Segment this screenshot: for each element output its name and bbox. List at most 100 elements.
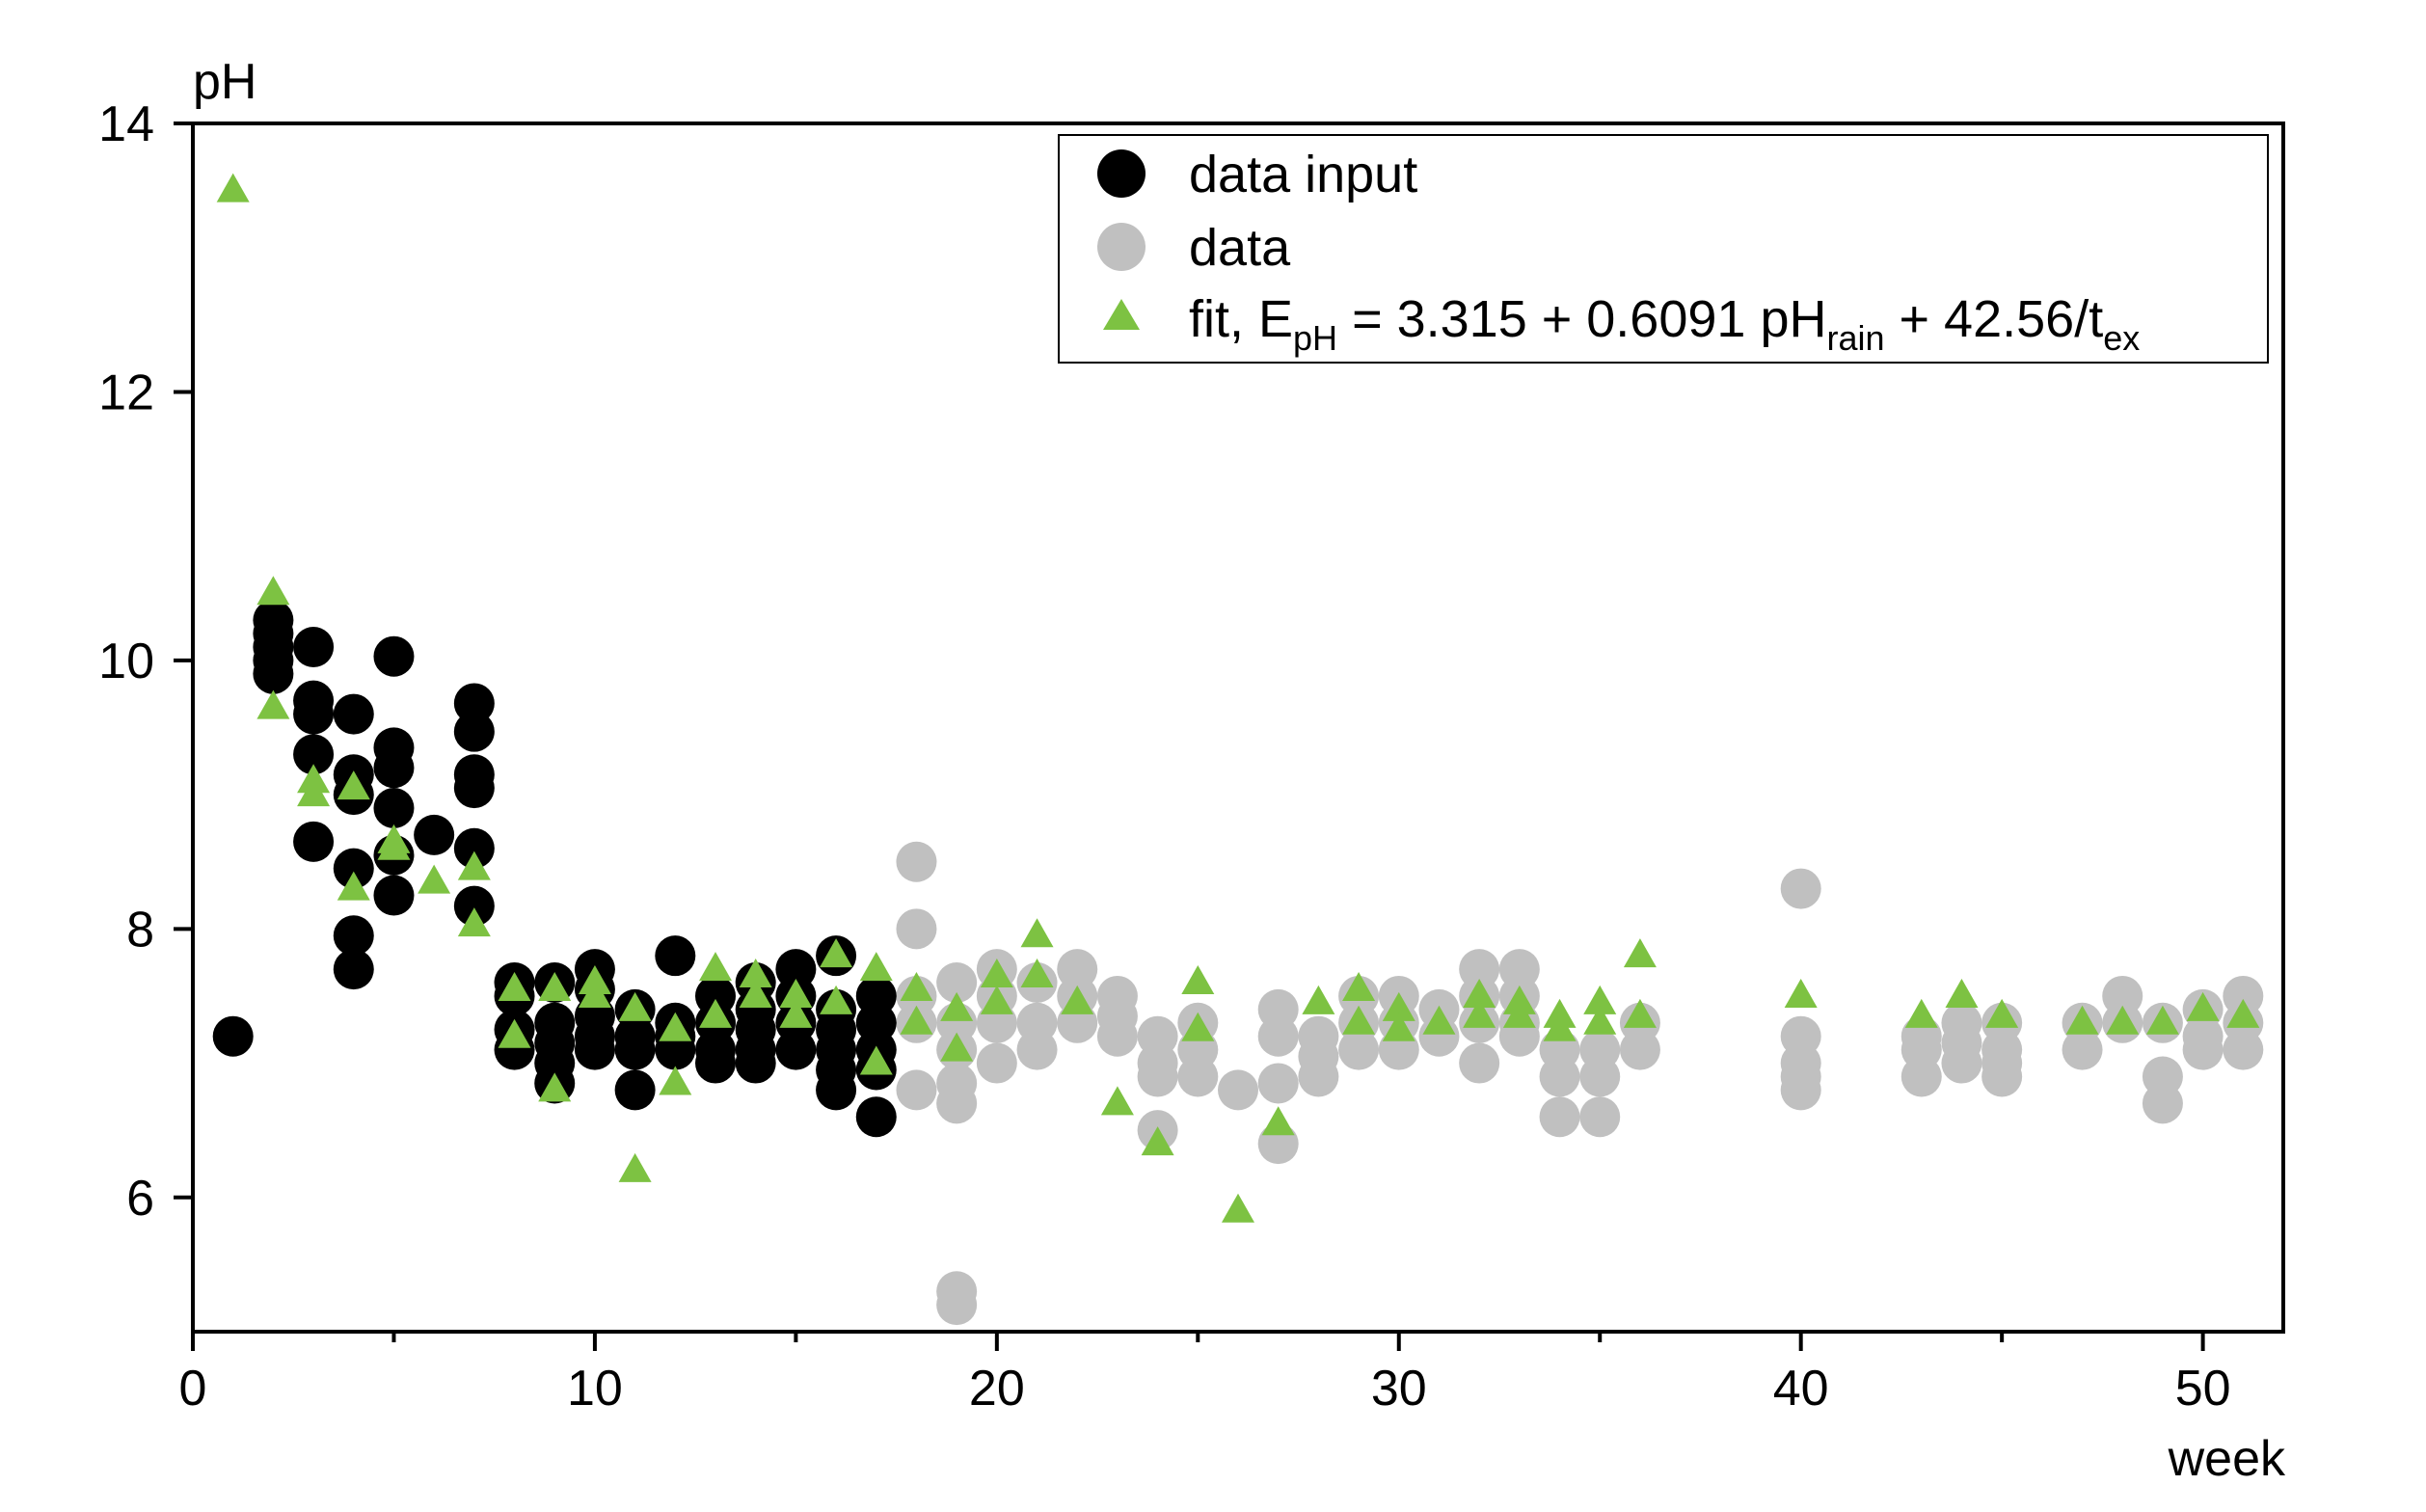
data-point [1298,1056,1339,1097]
x-tick-label: 30 [1371,1361,1427,1417]
fit-point [1141,1126,1174,1156]
fit-point [1061,985,1094,1014]
legend-label-data-input: data input [1189,146,1417,203]
data-input-point [333,915,374,957]
legend-fit-sub-ph: pH [1293,318,1337,358]
legend-label-data: data [1189,219,1291,277]
fit-point [498,971,531,1001]
legend-fit-equation: = 3.315 + 0.6091 pH [1337,290,1826,348]
fit-point [739,978,772,1008]
y-tick-label: 12 [98,364,154,420]
fit-point [1623,998,1657,1028]
plot-area-frame [191,122,2285,1334]
data-input-point [453,683,495,724]
fit-point [779,998,813,1028]
data-input-point [293,734,335,775]
fit-point [1985,998,2019,1028]
fit-point [1463,998,1496,1028]
legend-fit-prefix: fit, E [1189,290,1293,348]
y-tick-label: 6 [126,1171,154,1227]
fit-point [256,576,290,606]
data-input-point [614,1069,656,1111]
fit-point [900,971,933,1001]
data-input-point [735,1042,776,1084]
data-input-point [655,935,696,977]
data-point [1096,1015,1138,1057]
data-input-point [816,1069,857,1111]
data-input-point [855,1096,897,1138]
y-tick-label: 10 [98,634,154,689]
fit-point [216,173,250,202]
fit-point [1181,1012,1215,1041]
fit-point [1222,1193,1254,1223]
fit-point [1382,1012,1415,1041]
data-point [2142,1083,2183,1124]
data-point [1137,1056,1178,1097]
data-point [1257,1063,1299,1104]
data-input-point [333,949,374,990]
fit-point [1261,1106,1295,1136]
fit-point [980,958,1013,988]
fit-point [980,985,1013,1014]
fit-point [1784,978,1818,1008]
data-input-point [574,1029,615,1070]
fit-point [418,864,451,894]
data-point [936,1083,978,1124]
legend-fit-term: + 42.56/t [1885,290,2104,348]
data-point [1016,1029,1058,1070]
data-input-point [414,814,455,855]
axes: 0 10 20 30 40 50 6 8 10 12 14 [98,96,2230,1417]
fit-point [1382,991,1415,1021]
fit-point [337,770,370,800]
fit-point [498,1018,531,1048]
fit-point [538,1072,572,1102]
data-point [1579,1096,1621,1138]
data-point [1177,1056,1219,1097]
data-input-point [373,875,415,916]
fit-point [1342,1005,1376,1035]
fit-point [377,830,411,860]
x-tick-label: 50 [2175,1361,2231,1417]
data-point [1780,1069,1821,1111]
data-point [1218,1069,1258,1111]
data-input-point [695,1042,736,1084]
fit-point [1502,998,1536,1028]
x-tick-label: 10 [567,1361,623,1417]
fit-point [618,1152,652,1182]
y-tick-label: 8 [126,902,154,958]
legend-fit-sub-ex: ex [2103,318,2140,358]
fit-point [337,871,370,901]
fit-point [256,689,290,719]
fit-point [1342,971,1376,1001]
data-input-point [373,788,415,829]
legend-marker-data [1097,223,1146,271]
fit-point [820,938,853,968]
data-point [1459,1042,1500,1084]
fit-point [659,1012,692,1041]
fit-point [859,952,893,982]
data-point [1780,868,1821,909]
legend-fit-sub-rain: rain [1826,318,1884,358]
data-point [936,1284,978,1326]
data-point [1579,1056,1621,1097]
fit-point [739,958,772,988]
data-marks [212,173,2264,1326]
data-point [1257,1015,1299,1057]
data-input-point [453,827,495,869]
data-point [936,962,978,1004]
data-input-point [373,635,415,677]
fit-point [1020,918,1054,948]
fit-point [1463,978,1496,1008]
fit-point [2145,1005,2179,1035]
fit-point [297,777,331,807]
data-input-point [775,1029,817,1070]
data-input-point [373,747,415,789]
data-point [2182,1029,2224,1070]
y-tick-label: 14 [98,96,154,152]
fit-point [457,907,491,937]
fit-point [2186,991,2220,1021]
fit-point [538,971,572,1001]
fit-point [457,850,491,880]
fit-point [1181,965,1215,995]
data-input-point [453,885,495,927]
